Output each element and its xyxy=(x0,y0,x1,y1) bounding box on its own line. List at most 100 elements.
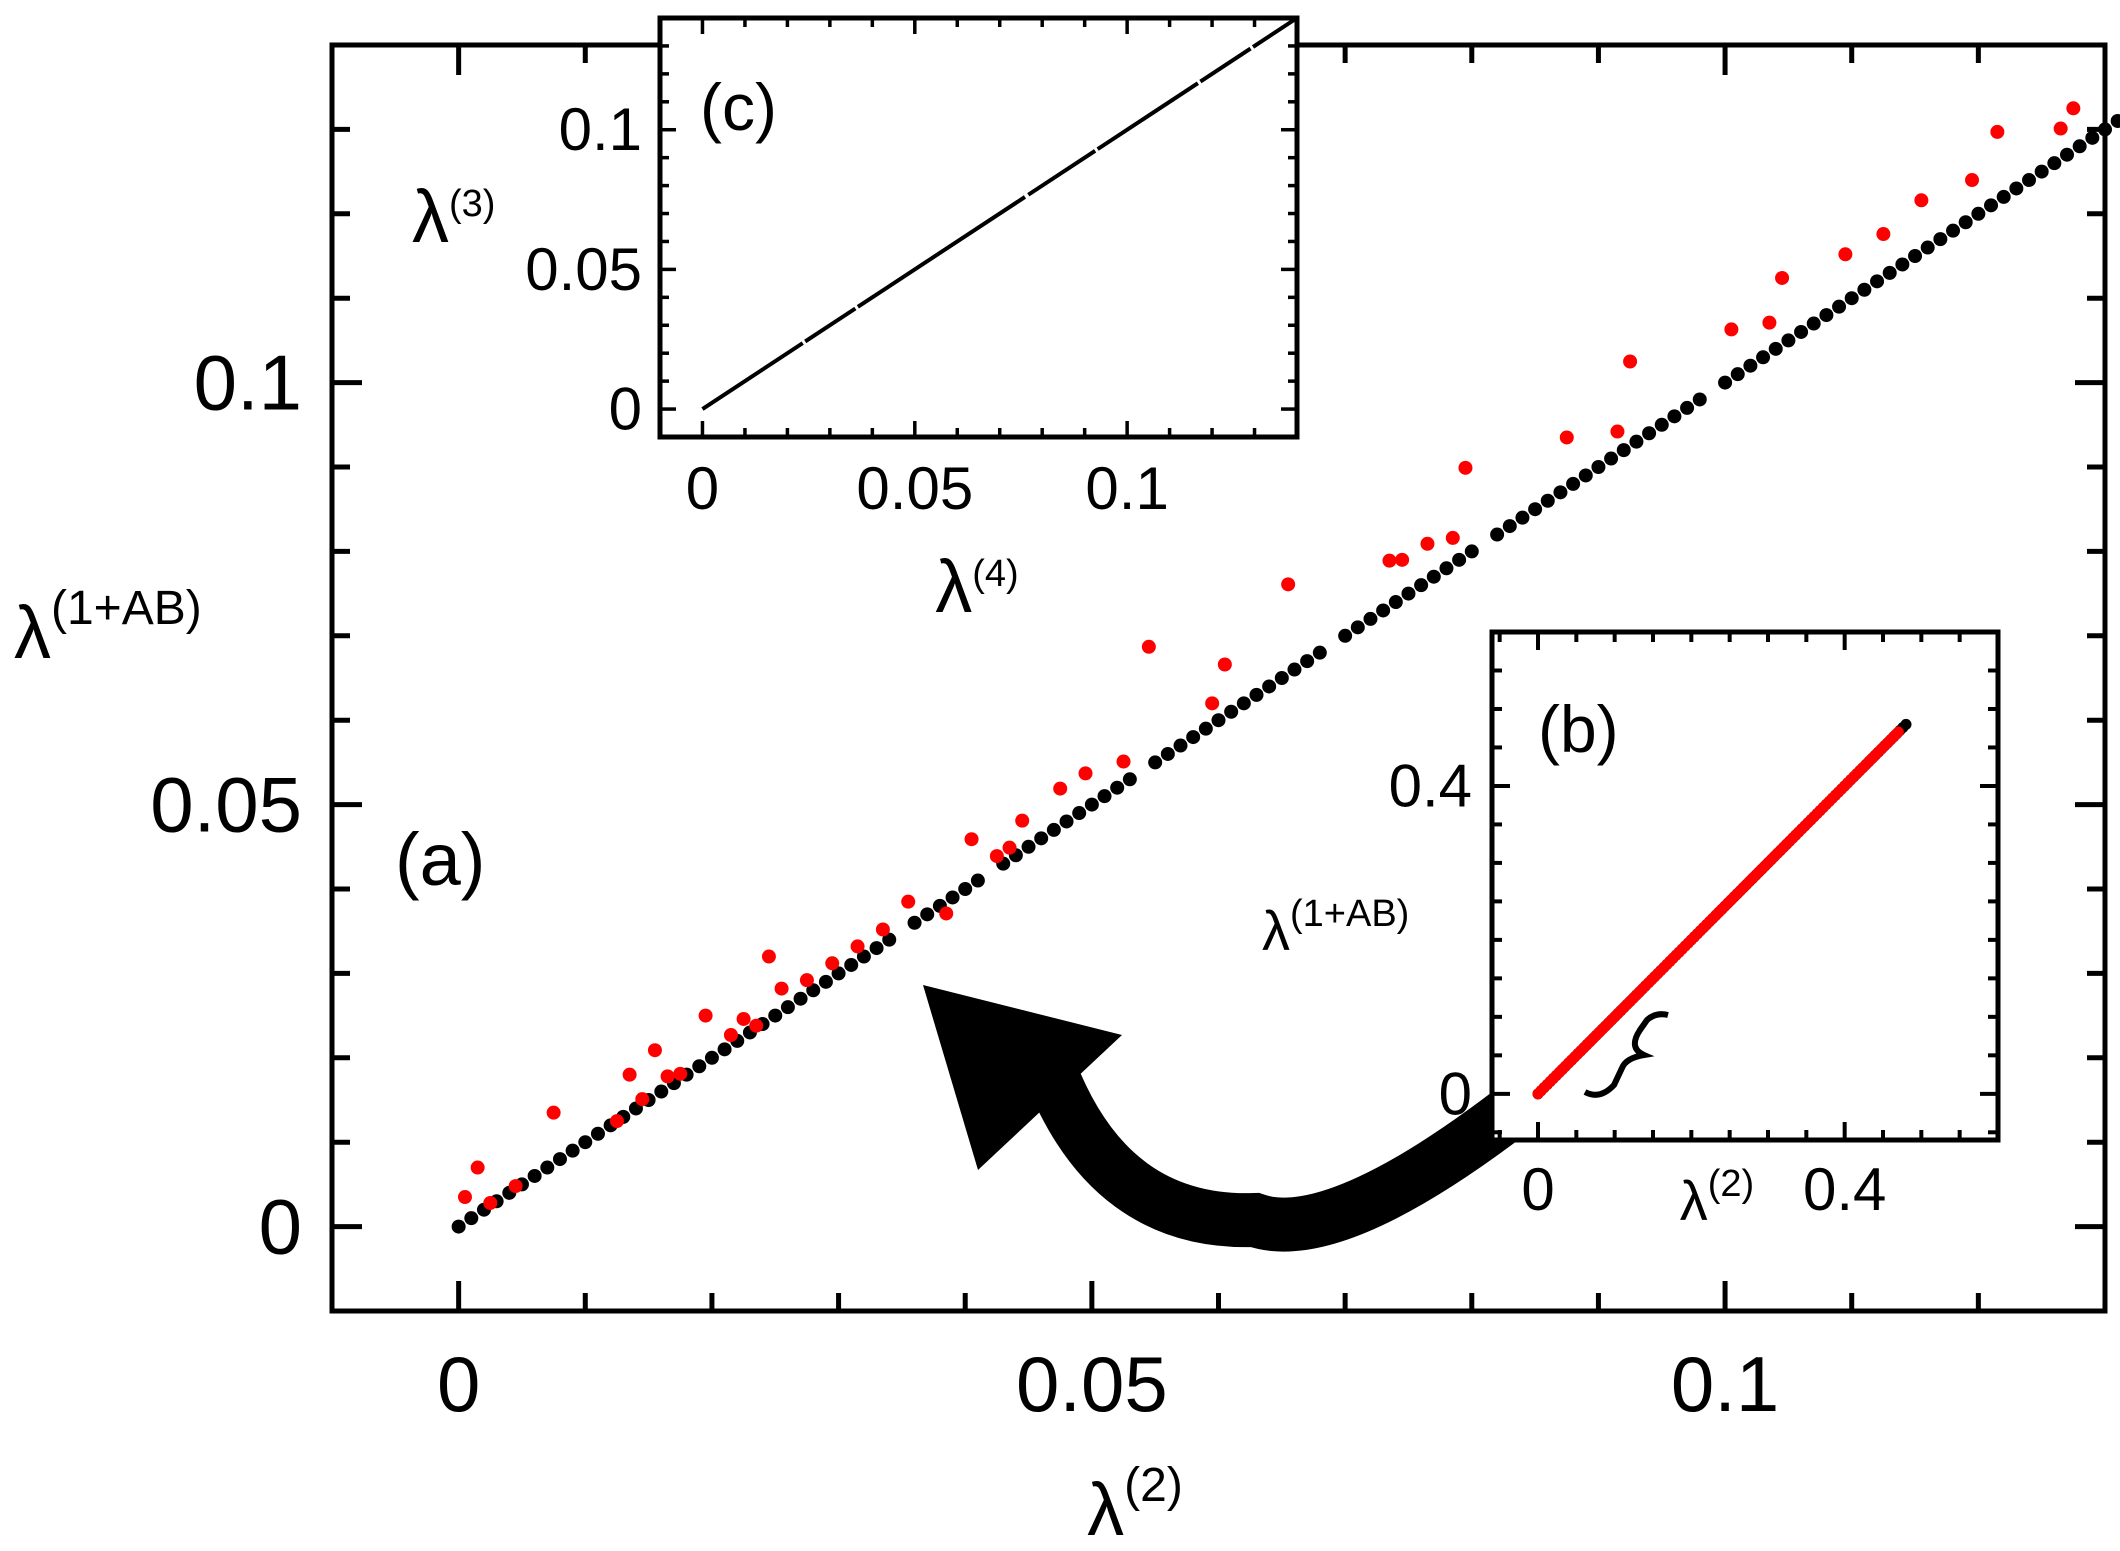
data-point-black xyxy=(1110,780,1125,795)
data-point-black xyxy=(1578,468,1593,483)
data-point-black xyxy=(958,882,973,896)
data-point-red xyxy=(825,956,840,971)
main-data-points xyxy=(451,101,2120,1234)
data-point-black xyxy=(1236,696,1251,711)
data-point-black xyxy=(1388,595,1403,610)
data-point-red xyxy=(1445,530,1460,545)
data-point-black xyxy=(1667,409,1682,424)
data-point-red xyxy=(2053,121,2068,136)
data-point-black xyxy=(945,890,960,905)
data-point-red xyxy=(698,1008,713,1023)
data-point-red xyxy=(875,922,890,937)
data-point-black xyxy=(540,1160,555,1175)
data-point-black xyxy=(2060,147,2075,162)
data-point-red xyxy=(1116,754,1131,769)
data-point-black xyxy=(831,966,846,981)
data-point-black xyxy=(1946,223,1961,238)
data-point-black xyxy=(1996,189,2011,204)
inset-c-chart: 0 0.05 0.1 0 0.05 0.1 (c) λ(4) λ(3) xyxy=(412,15,1300,628)
data-point-black xyxy=(1642,426,1657,441)
data-point-black xyxy=(1300,654,1315,669)
inset-b-frame xyxy=(1489,629,2001,1143)
data-point-red xyxy=(939,906,954,921)
data-point-black xyxy=(1274,671,1289,685)
data-point-black xyxy=(1920,240,1935,255)
x-tick-label: 0.4 xyxy=(1803,1156,1886,1223)
data-point-black xyxy=(1718,375,1733,390)
data-point-black xyxy=(1794,324,1809,339)
data-point-red xyxy=(799,973,814,988)
data-point-black xyxy=(1312,645,1327,660)
data-point-red xyxy=(749,1018,764,1033)
data-point-black xyxy=(856,949,871,964)
inset-c-frame xyxy=(657,15,1300,440)
data-point-black xyxy=(1186,730,1201,745)
data-point-red xyxy=(1610,424,1625,439)
data-point-black xyxy=(1173,738,1188,753)
data-point-black xyxy=(654,1084,669,1099)
data-point-red xyxy=(1724,322,1739,337)
data-point-black xyxy=(1616,443,1631,458)
data-point-red xyxy=(850,939,865,954)
inset-c-data-line xyxy=(701,16,1299,411)
data-point-black xyxy=(1984,198,1999,213)
inset-c-x-axis-title: λ(4) xyxy=(935,545,1018,628)
data-point-black xyxy=(1540,493,1555,508)
data-point-red xyxy=(964,832,979,847)
inset-c-tick-labels: 0 0.05 0.1 0 0.05 0.1 xyxy=(525,96,1169,522)
data-point-red xyxy=(635,1092,650,1107)
data-point-black xyxy=(1097,789,1112,804)
data-point-red xyxy=(660,1069,675,1084)
data-point-black xyxy=(1084,797,1099,812)
main-y-axis-title: λ(1+AB) xyxy=(14,582,202,674)
data-point-black xyxy=(1857,282,1872,297)
arrow-head xyxy=(923,985,1122,1170)
data-point-red xyxy=(1078,766,1093,781)
y-tick-label: 0 xyxy=(609,376,642,443)
data-point-red xyxy=(1623,354,1638,369)
data-point-black xyxy=(844,957,859,972)
data-point-red xyxy=(1559,430,1574,445)
data-point-black xyxy=(1629,434,1644,449)
data-point-black xyxy=(869,941,884,956)
x-tick-label: 0.1 xyxy=(1085,455,1168,522)
data-point-black xyxy=(1249,687,1264,702)
data-point-black xyxy=(1502,519,1517,534)
data-point-red xyxy=(546,1105,561,1120)
panel-label-b: (b) xyxy=(1538,692,1619,766)
data-point-black xyxy=(1338,628,1353,643)
data-point-black xyxy=(1021,839,1036,854)
curved-arrow xyxy=(923,985,1562,1252)
data-point-red xyxy=(1395,552,1410,567)
data-point-red xyxy=(483,1195,498,1210)
y-tick-label: 0.4 xyxy=(1389,752,1472,819)
data-point-black xyxy=(1452,552,1467,567)
data-point-red xyxy=(673,1066,688,1081)
data-point-black xyxy=(1414,578,1429,593)
inset-c-y-axis-title: λ(3) xyxy=(412,175,495,258)
data-point-black xyxy=(1756,350,1771,365)
data-point-red xyxy=(457,1190,472,1205)
x-tick-label: 0.1 xyxy=(1671,1340,1779,1428)
data-point-black xyxy=(1464,544,1479,559)
data-point-black xyxy=(1198,721,1213,736)
data-point-red xyxy=(1420,536,1435,551)
data-point-black xyxy=(1971,206,1986,221)
data-point-black xyxy=(1870,274,1885,289)
data-point-black xyxy=(1908,249,1923,263)
data-point-red xyxy=(901,894,916,909)
inset-b-x-axis-title: λ(2) xyxy=(1680,1163,1754,1232)
data-point-red xyxy=(470,1160,485,1175)
data-point-red xyxy=(1205,696,1220,711)
x-tick-label: 0.05 xyxy=(856,455,973,522)
data-point-black xyxy=(1882,265,1897,280)
data-point-black xyxy=(1566,476,1581,491)
data-point-red xyxy=(1458,460,1473,475)
data-point-black xyxy=(1553,485,1568,500)
data-point-black xyxy=(1401,586,1416,601)
data-point-black xyxy=(1350,620,1365,635)
data-point-red xyxy=(761,949,776,964)
data-point-black xyxy=(1426,569,1441,584)
data-point-black xyxy=(1363,611,1378,626)
x-tick-label: 0 xyxy=(437,1340,480,1428)
